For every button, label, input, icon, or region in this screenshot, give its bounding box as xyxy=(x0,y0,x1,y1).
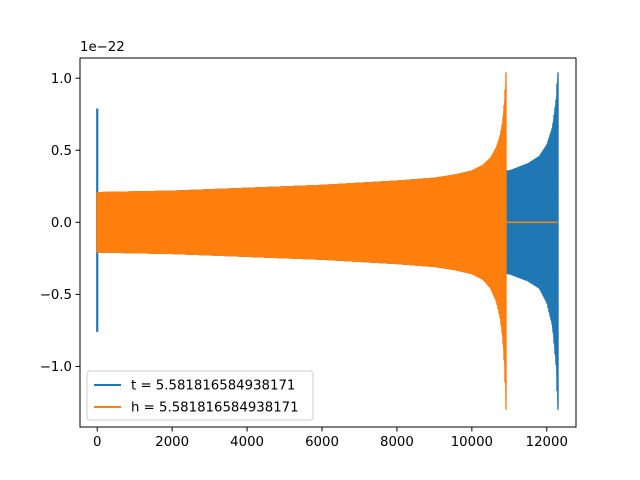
y-tick-label: −0.5 xyxy=(40,288,72,303)
legend-entry-label: h = 5.581816584938171 xyxy=(131,401,299,416)
legend: t = 5.581816584938171 h = 5.5818165849381… xyxy=(86,370,314,421)
series-1-fill xyxy=(97,72,506,410)
plot-area xyxy=(96,72,559,410)
y-tick-label: −1.0 xyxy=(40,360,72,375)
x-tick-label: 2000 xyxy=(155,435,189,450)
x-tick-label: 0 xyxy=(93,435,101,450)
y-axis: 1.0 0.5 0.0 −0.5 −1.0 xyxy=(40,72,80,375)
x-tick-label: 8000 xyxy=(380,435,414,450)
x-tick-label: 12000 xyxy=(526,435,568,450)
axes-frame xyxy=(79,57,577,428)
x-axis: 0 2000 4000 6000 8000 10000 12000 xyxy=(93,427,568,450)
y-tick-label: 1.0 xyxy=(51,72,72,87)
x-tick-label: 4000 xyxy=(230,435,264,450)
y-offset-text: 1e−22 xyxy=(80,40,125,55)
y-tick-label: 0.5 xyxy=(51,144,72,159)
legend-entry-label: t = 5.581816584938171 xyxy=(131,379,295,394)
x-tick-label: 6000 xyxy=(305,435,339,450)
legend-box xyxy=(86,370,314,421)
x-tick-label: 10000 xyxy=(451,435,493,450)
y-tick-label: 0.0 xyxy=(51,216,72,231)
